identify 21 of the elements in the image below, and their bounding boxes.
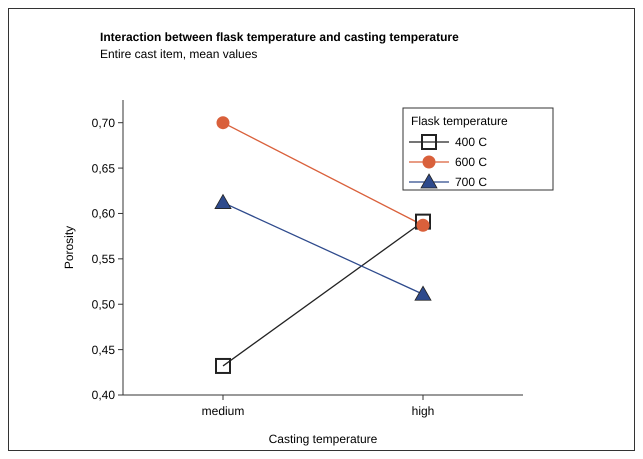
x-tick-label: medium [202,404,244,418]
x-tick-label: high [412,404,434,418]
legend-label: 400 C [455,135,488,150]
y-tick-label: 0,60 [92,206,116,221]
legend-label: 700 C [455,175,488,190]
point [416,218,430,232]
chart-title: Interaction between flask temperature and casting temperature [100,30,460,44]
y-axis-title: Porosity [62,226,76,270]
point [415,214,431,230]
legend-label: 600 C [455,155,488,170]
y-tick-label: 0,40 [92,388,116,402]
y-tick-label: 0,70 [92,116,116,130]
point [216,116,230,130]
point [215,358,231,374]
legend-title: Flask temperature [411,114,508,128]
y-tick-label: 0,65 [92,161,116,176]
x-axis-title: Casting temperature [268,432,378,446]
chart-subtitle: Entire cast item, mean values [100,47,258,61]
y-tick-label: 0,55 [92,252,116,266]
y-tick-label: 0,45 [92,342,116,357]
y-tick-label: 0,50 [92,297,116,312]
